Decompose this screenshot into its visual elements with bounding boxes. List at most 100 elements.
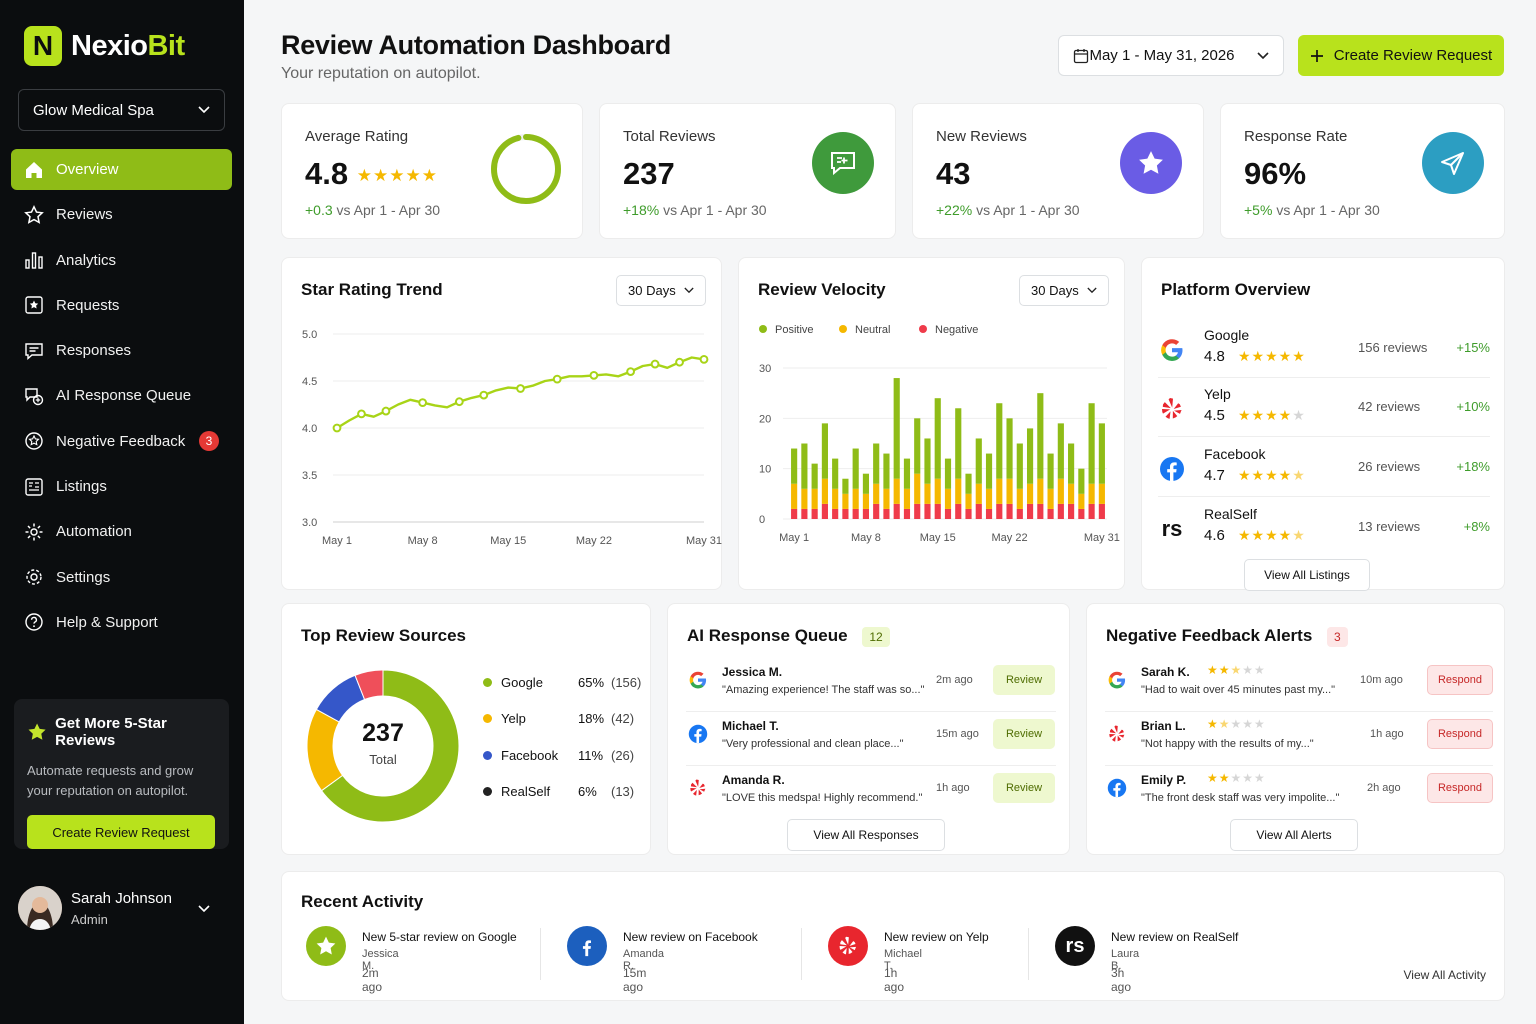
average-rating-value: 4.8	[305, 156, 349, 191]
rating-point	[357, 409, 366, 419]
y-tick-label: 30	[759, 363, 771, 375]
queue-row[interactable]: Michael T. "Very professional and clean …	[686, 712, 1056, 766]
sidebar-item-listings[interactable]: Listings	[11, 466, 232, 507]
alert-row[interactable]: Brian L. ★★★★★ "Not happy with the resul…	[1105, 712, 1493, 766]
review-sources-donut-chart	[306, 669, 460, 823]
promo-create-review-request-button[interactable]: Create Review Request	[27, 815, 215, 849]
platform-row-google[interactable]: Google 4.8 ★★★★★ 156 reviews +15%	[1158, 320, 1490, 378]
sidebar-item-automation[interactable]: Automation	[11, 511, 232, 552]
y-tick-label: 10	[759, 464, 771, 476]
bar-segment-neutral	[862, 493, 870, 509]
avatar	[18, 886, 62, 930]
trend-range-select[interactable]: 30 Days	[616, 275, 706, 306]
velocity-range-select[interactable]: 30 Days	[1019, 275, 1109, 306]
sidebar-item-reviews[interactable]: Reviews	[11, 194, 232, 235]
review-button[interactable]: Review	[993, 719, 1055, 749]
kpi-delta-value: +18%	[623, 202, 660, 218]
sidebar-item-requests[interactable]: Requests	[11, 285, 232, 326]
respond-button[interactable]: Respond	[1427, 665, 1493, 695]
kpi-total-reviews: Total Reviews 237 +18% vs Apr 1 - Apr 30	[599, 103, 896, 239]
view-all-activity-link[interactable]: View All Activity	[1403, 968, 1486, 982]
sidebar-item-label: Negative Feedback	[56, 432, 186, 450]
rating-point	[626, 367, 636, 376]
bar-segment-negative	[1026, 503, 1034, 519]
review-time: 2m ago	[936, 674, 973, 686]
user-name: Sarah Johnson	[71, 889, 172, 907]
bar-segment-neutral	[1057, 478, 1064, 504]
activity-name: Amanda R.	[623, 948, 664, 972]
sidebar-item-ai-response-queue[interactable]: AI Response Queue	[11, 375, 232, 416]
bar-segment-negative	[883, 508, 890, 519]
x-tick-label: May 15	[920, 532, 956, 544]
review-time: 2h ago	[1367, 782, 1401, 794]
respond-button[interactable]: Respond	[1427, 719, 1493, 749]
alert-row[interactable]: Emily P. ★★★★★ "The front desk staff was…	[1105, 766, 1493, 820]
create-review-request-button[interactable]: Create Review Request	[1298, 35, 1504, 76]
page-subtitle: Your reputation on autopilot.	[281, 65, 481, 82]
kpi-compare: vs Apr 1 - Apr 30	[663, 202, 767, 218]
review-time: 15m ago	[936, 728, 979, 740]
view-all-responses-button[interactable]: View All Responses	[787, 819, 945, 851]
bar-segment-negative	[965, 508, 972, 519]
view-all-listings-button[interactable]: View All Listings	[1244, 559, 1370, 591]
source-name: Yelp	[501, 711, 526, 726]
donut-slice-yelp	[306, 708, 344, 792]
rating-point	[332, 423, 342, 433]
queue-row[interactable]: Amanda R. "LOVE this medspa! Highly reco…	[686, 766, 1056, 820]
platform-row-realself[interactable]: rs RealSelf 4.6 ★★★★★ 13 reviews +8%	[1158, 499, 1490, 557]
platform-review-count: 42 reviews	[1358, 399, 1421, 414]
listings-icon	[24, 477, 44, 497]
source-legend-realself: RealSelf 6% (13)	[483, 784, 638, 799]
bar-segment-negative	[1088, 503, 1095, 519]
bar-segment-negative	[903, 508, 911, 519]
sidebar-item-help-support[interactable]: Help & Support	[11, 602, 232, 643]
sidebar-item-overview[interactable]: Overview	[11, 149, 232, 190]
rating-point	[699, 354, 709, 364]
platform-row-yelp[interactable]: Yelp 4.5 ★★★★★ 42 reviews +10%	[1158, 379, 1490, 437]
card-title: Top Review Sources	[301, 626, 467, 645]
alert-row[interactable]: Sarah K. ★★★★★ "Had to wait over 45 minu…	[1105, 658, 1493, 712]
help-icon	[24, 612, 44, 632]
respond-button[interactable]: Respond	[1427, 773, 1493, 803]
platform-review-count: 13 reviews	[1358, 519, 1421, 534]
negative-feedback-alerts-card: Negative Feedback Alerts 3 Sarah K. ★★★★…	[1086, 603, 1505, 855]
send-icon	[1422, 132, 1484, 194]
realself-logo-text: rs	[1161, 516, 1183, 541]
legend-dot	[483, 787, 492, 796]
automation-gear-icon	[24, 522, 44, 542]
bar-segment-positive	[985, 453, 993, 489]
brand-logo[interactable]: N NexioBit	[24, 26, 185, 66]
bar-segment-neutral	[1068, 483, 1075, 504]
bar-segment-neutral	[832, 488, 839, 509]
bar-segment-neutral	[883, 488, 890, 509]
bar-segment-positive	[893, 378, 900, 479]
bar-segment-neutral	[1088, 483, 1095, 504]
bar-segment-neutral	[801, 488, 808, 509]
rating-point	[589, 370, 599, 380]
create-button-label: Create Review Request	[1333, 47, 1493, 64]
legend-dot	[483, 678, 492, 687]
sidebar-item-negative-feedback[interactable]: Negative Feedback 3	[11, 421, 232, 462]
bar-segment-positive	[852, 448, 859, 489]
review-button[interactable]: Review	[993, 773, 1055, 803]
view-all-alerts-button[interactable]: View All Alerts	[1230, 819, 1358, 851]
sidebar-item-analytics[interactable]: Analytics	[11, 240, 232, 281]
business-select[interactable]: Glow Medical Spa	[18, 89, 225, 131]
review-time: 1h ago	[936, 782, 970, 794]
sidebar-item-settings[interactable]: Settings	[11, 557, 232, 598]
queue-row[interactable]: Jessica M. "Amazing experience! The staf…	[686, 658, 1056, 712]
platform-rating: 4.7	[1204, 467, 1225, 484]
date-range-picker[interactable]: May 1 - May 31, 2026	[1058, 35, 1284, 76]
bar-segment-neutral	[1026, 483, 1034, 504]
sidebar-item-label: Settings	[56, 568, 111, 586]
review-button[interactable]: Review	[993, 665, 1055, 695]
platform-row-facebook[interactable]: Facebook 4.7 ★★★★★ 26 reviews +18%	[1158, 439, 1490, 497]
sidebar-item-responses[interactable]: Responses	[11, 330, 232, 371]
x-tick-label: May 1	[779, 532, 809, 544]
user-menu[interactable]: Sarah Johnson Admin	[18, 886, 225, 930]
bar-segment-neutral	[944, 488, 952, 509]
source-name: Facebook	[501, 748, 559, 763]
divider	[1028, 928, 1029, 980]
bar-segment-positive	[811, 463, 818, 489]
x-tick-label: May 8	[408, 535, 438, 547]
